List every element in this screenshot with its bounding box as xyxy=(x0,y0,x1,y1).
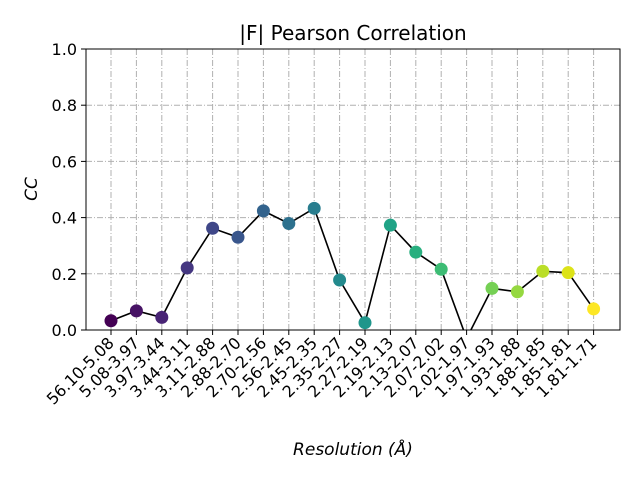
data-point xyxy=(206,221,220,235)
data-point xyxy=(256,204,270,218)
data-point xyxy=(409,245,423,259)
x-axis-label: Resolution (Å) xyxy=(293,438,413,460)
data-point xyxy=(104,314,118,328)
data-point xyxy=(587,302,601,316)
series-layer xyxy=(104,201,601,330)
data-point xyxy=(333,273,347,287)
data-point xyxy=(282,217,296,231)
data-point xyxy=(434,262,448,276)
y-tick-label: 0.4 xyxy=(52,209,77,228)
data-point xyxy=(231,230,245,244)
y-tick-label: 0.6 xyxy=(52,152,77,171)
data-point xyxy=(561,266,575,280)
x-axis: 56.10-5.085.08-3.973.97-3.443.44-3.113.1… xyxy=(43,330,600,408)
y-axis-label: CC xyxy=(22,177,42,201)
data-point xyxy=(307,201,321,215)
y-axis: 0.0 0.2 0.4 0.6 0.8 1.0 xyxy=(52,40,86,340)
plot-frame xyxy=(85,48,621,331)
data-point xyxy=(485,281,499,295)
y-tick-label: 0.8 xyxy=(52,96,77,115)
data-point xyxy=(383,218,397,232)
chart-title: |F| Pearson Correlation xyxy=(239,21,466,45)
y-tick-label: 0.0 xyxy=(52,321,77,340)
data-point xyxy=(358,316,372,330)
data-point xyxy=(155,310,169,324)
data-point xyxy=(129,304,143,318)
y-tick-label: 0.2 xyxy=(52,265,77,284)
data-point xyxy=(536,264,550,278)
y-tick-label: 1.0 xyxy=(52,40,77,59)
data-point xyxy=(510,285,524,299)
data-point xyxy=(180,261,194,275)
